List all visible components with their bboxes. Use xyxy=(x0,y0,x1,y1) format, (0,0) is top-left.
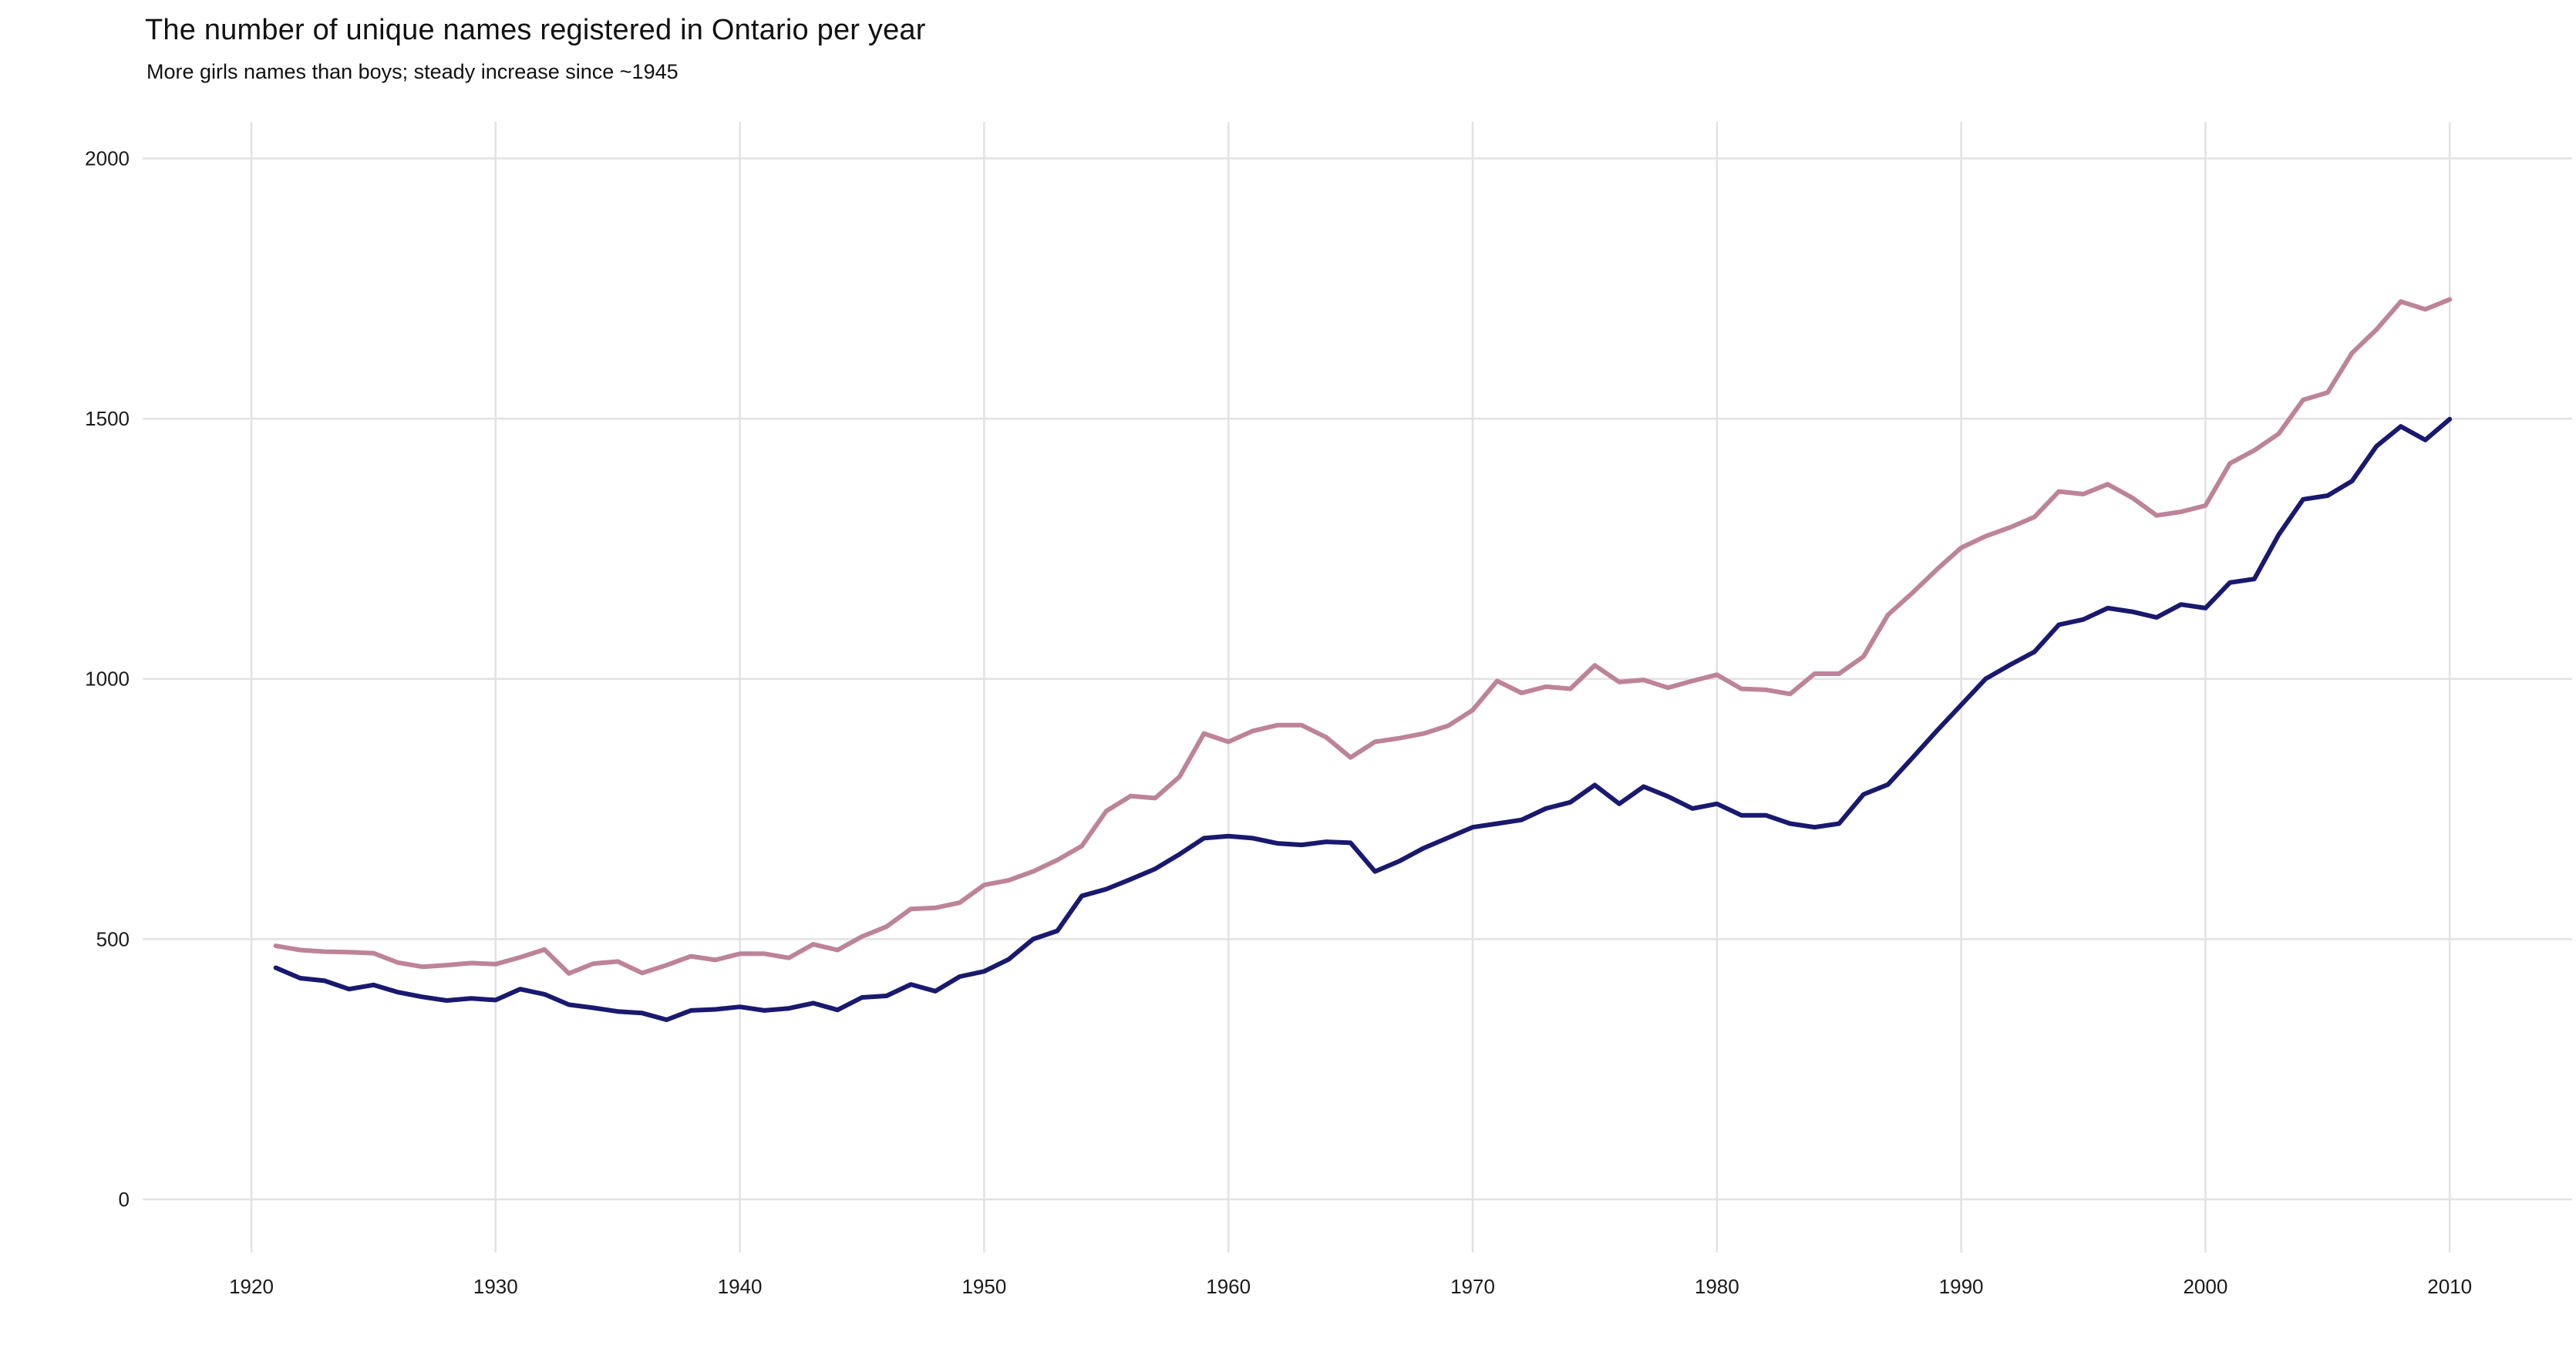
y-tick-label-500: 500 xyxy=(96,927,130,950)
x-tick-label-2010: 2010 xyxy=(2427,1275,2472,1298)
x-tick-label-1940: 1940 xyxy=(718,1275,763,1298)
x-tick-label-1920: 1920 xyxy=(229,1275,274,1298)
x-tick-label-1950: 1950 xyxy=(961,1275,1006,1298)
y-tick-label-1500: 1500 xyxy=(85,407,130,430)
x-axis-tick-labels: 1920 1930 1940 1950 1960 1970 1980 1990 2000 2010 xyxy=(229,1275,2472,1298)
x-tick-label-2000: 2000 xyxy=(2183,1275,2227,1298)
x-tick-label-1990: 1990 xyxy=(1939,1275,1984,1298)
series-line-boys xyxy=(273,416,2453,1022)
horizontal-gridlines xyxy=(143,157,2572,1201)
x-tick-label-1930: 1930 xyxy=(473,1275,518,1298)
y-tick-label-2000: 2000 xyxy=(85,146,130,170)
series-line-girls xyxy=(273,297,2453,976)
y-tick-label-1000: 1000 xyxy=(85,668,130,691)
y-axis-tick-labels: 0 500 1000 1500 2000 xyxy=(85,146,130,1211)
x-tick-label-1980: 1980 xyxy=(1695,1275,1739,1298)
chart-subtitle: More girls names than boys; steady incre… xyxy=(146,60,679,83)
x-tick-label-1960: 1960 xyxy=(1206,1275,1251,1298)
series-lines xyxy=(273,297,2453,1022)
vertical-gridlines xyxy=(250,122,2451,1253)
y-tick-label-0: 0 xyxy=(119,1188,130,1211)
chart-title: The number of unique names registered in… xyxy=(145,14,926,46)
x-tick-label-1970: 1970 xyxy=(1450,1275,1495,1298)
